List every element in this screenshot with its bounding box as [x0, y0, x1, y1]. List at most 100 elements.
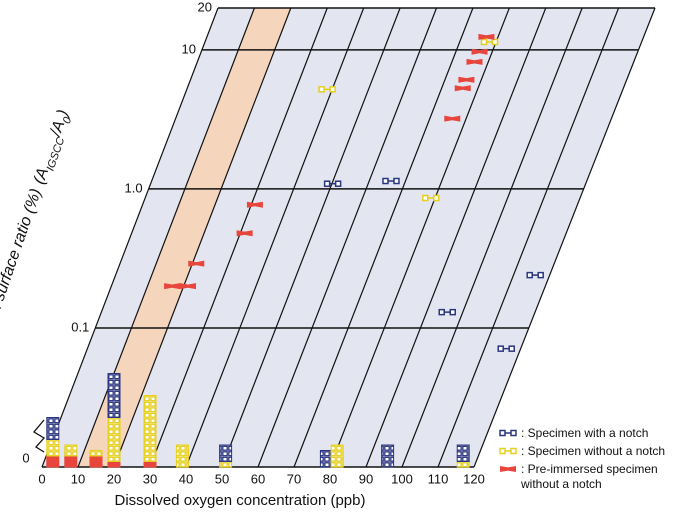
marker-body [246, 201, 263, 208]
marker-body [236, 230, 253, 237]
zero-stack-segment [64, 455, 78, 468]
x-grid-line [185, 7, 365, 468]
marker-end [449, 308, 456, 316]
x-tick-label: 120 [463, 471, 485, 486]
y-axis-label-part: (A [31, 166, 52, 187]
legend-swatch [499, 447, 517, 455]
data-point [497, 345, 515, 352]
data-point [466, 58, 483, 65]
x-grid-line [221, 7, 401, 468]
data-point [438, 308, 456, 316]
zero-stack-segment [46, 417, 60, 440]
marker-end [432, 194, 440, 202]
zero-stack-segment [89, 450, 103, 457]
marker-body [478, 33, 495, 40]
zero-stack-segment [107, 373, 121, 418]
x-grid-line [293, 7, 474, 468]
legend-item: : Pre-immersed specimen without a notch [498, 462, 698, 492]
zero-stack-segment [143, 395, 157, 462]
marker-end [329, 86, 336, 93]
marker-body [466, 58, 483, 65]
x-axis-label: Dissolved oxygen concentration (ppb) [115, 492, 366, 509]
data-point [444, 115, 461, 122]
x-grid-line [401, 7, 583, 468]
data-point [188, 260, 205, 267]
data-point [500, 466, 516, 472]
zero-stack-segment [219, 461, 233, 468]
marker-body [164, 283, 181, 290]
marker-end [323, 180, 331, 187]
marker-end [318, 86, 325, 93]
marker-end [537, 271, 544, 279]
zero-stack-segment [46, 439, 60, 457]
marker-end [508, 345, 515, 352]
zero-stack-segment [381, 444, 395, 468]
marker-end [497, 345, 504, 352]
zero-stack-segment [89, 455, 103, 468]
marker-end [334, 180, 342, 187]
marker-body [180, 283, 197, 290]
zero-stack-segment [64, 444, 78, 457]
legend-item: : Specimen with a notch [498, 426, 698, 441]
x-grid-line [149, 7, 328, 468]
x-grid-line [257, 7, 438, 468]
x-tick-label: 20 [107, 471, 121, 486]
data-point [454, 85, 471, 92]
data-point [180, 283, 197, 290]
zero-stack-segment [175, 444, 189, 468]
zero-stack-segment [330, 444, 344, 468]
data-point [164, 283, 181, 290]
band [78, 8, 291, 467]
x-grid-line [329, 7, 510, 468]
data-point [499, 429, 517, 437]
legend-label: : Specimen with a notch [521, 426, 649, 440]
y-axis-label-part: /A [47, 119, 68, 140]
y-axis-label: Fractured surface ratio (%)(AIGSCC/A0) [0, 108, 76, 374]
data-point [323, 180, 342, 187]
legend-swatch [500, 466, 516, 472]
y-axis-label-part: 0 [61, 115, 75, 126]
data-point [458, 76, 475, 83]
x-tick-label: 10 [71, 471, 85, 486]
y-tick-label: 0.1 [71, 319, 89, 334]
marker-end [393, 177, 400, 185]
marker-end [510, 447, 517, 455]
legend-swatch [499, 429, 517, 437]
y-axis-label-main: Fractured surface ratio (%) [0, 187, 45, 372]
legend-item: : Specimen without a notch [498, 444, 698, 459]
y-tick-label: 10 [181, 41, 195, 56]
x-tick-label: 70 [287, 471, 301, 486]
marker-end [491, 38, 499, 46]
x-tick-label: 100 [391, 471, 413, 486]
marker-end [510, 429, 517, 437]
marker-body [454, 85, 471, 92]
x-tick-label: 60 [251, 471, 265, 486]
zero-stack-segment [107, 417, 121, 462]
legend: : Specimen with a notch : Specimen withou… [498, 426, 698, 495]
x-grid-line [473, 7, 656, 468]
marker-end [421, 194, 429, 202]
y-tick-label: 20 [198, 0, 212, 14]
axis-break [33, 419, 46, 453]
zero-stack-segment [319, 450, 333, 468]
zero-stack-segment [456, 461, 470, 468]
zero-stack-segment [456, 444, 470, 462]
zero-stack-segment [107, 461, 121, 468]
marker-body [471, 48, 488, 55]
x-tick-label: 90 [359, 471, 373, 486]
legend-label: : Pre-immersed specimen without a notch [521, 462, 658, 491]
data-point [421, 194, 440, 202]
x-tick-label: 110 [428, 471, 449, 486]
x-tick-label: 0 [38, 471, 45, 486]
data-point [382, 177, 400, 185]
data-point [478, 33, 495, 40]
x-tick-label: 40 [179, 471, 193, 486]
y-tick-label: 1.0 [125, 180, 143, 195]
marker-end [382, 177, 389, 185]
zero-stack-segment [46, 455, 60, 468]
y-zero-tick-label: 0 [22, 450, 29, 465]
data-point [471, 48, 488, 55]
marker-body [444, 115, 461, 122]
